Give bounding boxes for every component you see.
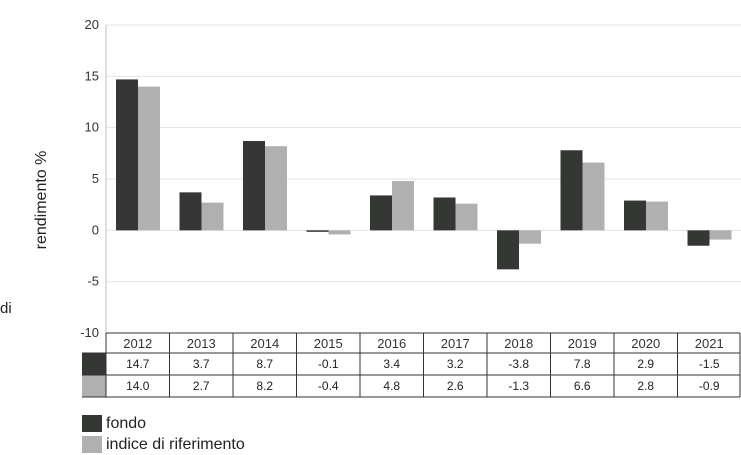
legend-item-indice: indice di riferimento (82, 434, 245, 455)
y-tick-label: -10 (80, 325, 99, 340)
bar-fondo-2019 (560, 150, 583, 231)
bar-indice-2018 (519, 230, 541, 244)
data-label-indice-2018: -1.3 (508, 379, 529, 393)
bar-fondo-2014 (243, 141, 265, 231)
bar-fondo-2012 (116, 79, 138, 231)
table-swatch-indice (82, 375, 106, 397)
bar-fondo-2020 (624, 200, 646, 231)
bar-indice-2021 (709, 230, 732, 240)
y-tick-label: 0 (92, 222, 99, 237)
x-tick-label-2017: 2017 (441, 336, 470, 351)
bar-indice-2014 (265, 146, 287, 231)
data-label-fondo-2014: 8.7 (256, 357, 273, 371)
cropped-text-fragment: di (0, 300, 12, 317)
x-tick-label-2012: 2012 (123, 336, 152, 351)
data-label-fondo-2021: -1.5 (699, 357, 720, 371)
table-swatch-fondo (82, 353, 106, 375)
data-label-fondo-2015: -0.1 (318, 357, 339, 371)
y-tick-label: 20 (85, 17, 99, 32)
data-table: 2012 2013 2014 2015 2016 2017 2018 2019 2020 2021… (82, 332, 741, 398)
data-label-indice-2015: -0.4 (318, 379, 339, 393)
data-label-indice-2017: 2.6 (447, 379, 464, 393)
data-label-fondo-2018: -3.8 (508, 357, 529, 371)
data-label-fondo-2017: 3.2 (447, 357, 464, 371)
bar-fondo-2015 (306, 230, 329, 232)
x-tick-label-2015: 2015 (314, 336, 343, 351)
bar-indice-2016 (392, 181, 414, 231)
x-tick-label-2013: 2013 (187, 336, 216, 351)
data-label-fondo-2020: 2.9 (637, 357, 654, 371)
data-label-indice-2014: 8.2 (256, 379, 273, 393)
bar-fondo-2016 (370, 195, 392, 231)
data-label-indice-2019: 6.6 (574, 379, 591, 393)
bars (116, 79, 732, 270)
bar-fondo-2017 (433, 197, 456, 231)
data-label-indice-2013: 2.7 (193, 379, 210, 393)
data-label-fondo-2012: 14.7 (126, 357, 150, 371)
y-axis-label: rendimento % (33, 151, 50, 250)
legend: fondo indice di riferimento (82, 413, 245, 455)
bar-fondo-2018 (497, 230, 519, 270)
bar-indice-2015 (328, 230, 351, 235)
bar-indice-2012 (138, 86, 160, 231)
data-label-indice-2016: 4.8 (383, 379, 400, 393)
bar-indice-2020 (646, 201, 668, 231)
legend-label-indice: indice di riferimento (106, 436, 245, 453)
x-tick-label-2014: 2014 (250, 336, 279, 351)
data-label-indice-2021: -0.9 (699, 379, 720, 393)
legend-label-fondo: fondo (106, 415, 147, 432)
data-label-fondo-2016: 3.4 (383, 357, 400, 371)
data-label-indice-2020: 2.8 (637, 379, 654, 393)
y-ticks: 20 15 10 5 0 -5 -10 (80, 17, 99, 340)
bar-fondo-2021 (687, 230, 710, 246)
data-label-fondo-2019: 7.8 (574, 357, 591, 371)
y-tick-label: 5 (92, 171, 99, 186)
legend-item-fondo: fondo (82, 413, 245, 434)
bar-indice-2013 (201, 202, 224, 231)
bar-indice-2019 (582, 162, 605, 231)
x-tick-label-2019: 2019 (568, 336, 597, 351)
x-tick-label-2021: 2021 (695, 336, 724, 351)
x-tick-label-2018: 2018 (504, 336, 533, 351)
x-tick-label-2016: 2016 (377, 336, 406, 351)
x-tick-label-2020: 2020 (631, 336, 660, 351)
bar-fondo-2013 (179, 192, 202, 231)
y-tick-label: -5 (87, 274, 99, 289)
data-label-fondo-2013: 3.7 (193, 357, 210, 371)
gridlines (105, 24, 741, 333)
y-tick-label: 10 (85, 120, 99, 135)
y-tick-label: 15 (85, 68, 99, 83)
legend-swatch-indice (82, 436, 102, 453)
data-label-indice-2012: 14.0 (126, 379, 150, 393)
bar-indice-2017 (455, 203, 478, 231)
legend-swatch-fondo (82, 415, 102, 432)
